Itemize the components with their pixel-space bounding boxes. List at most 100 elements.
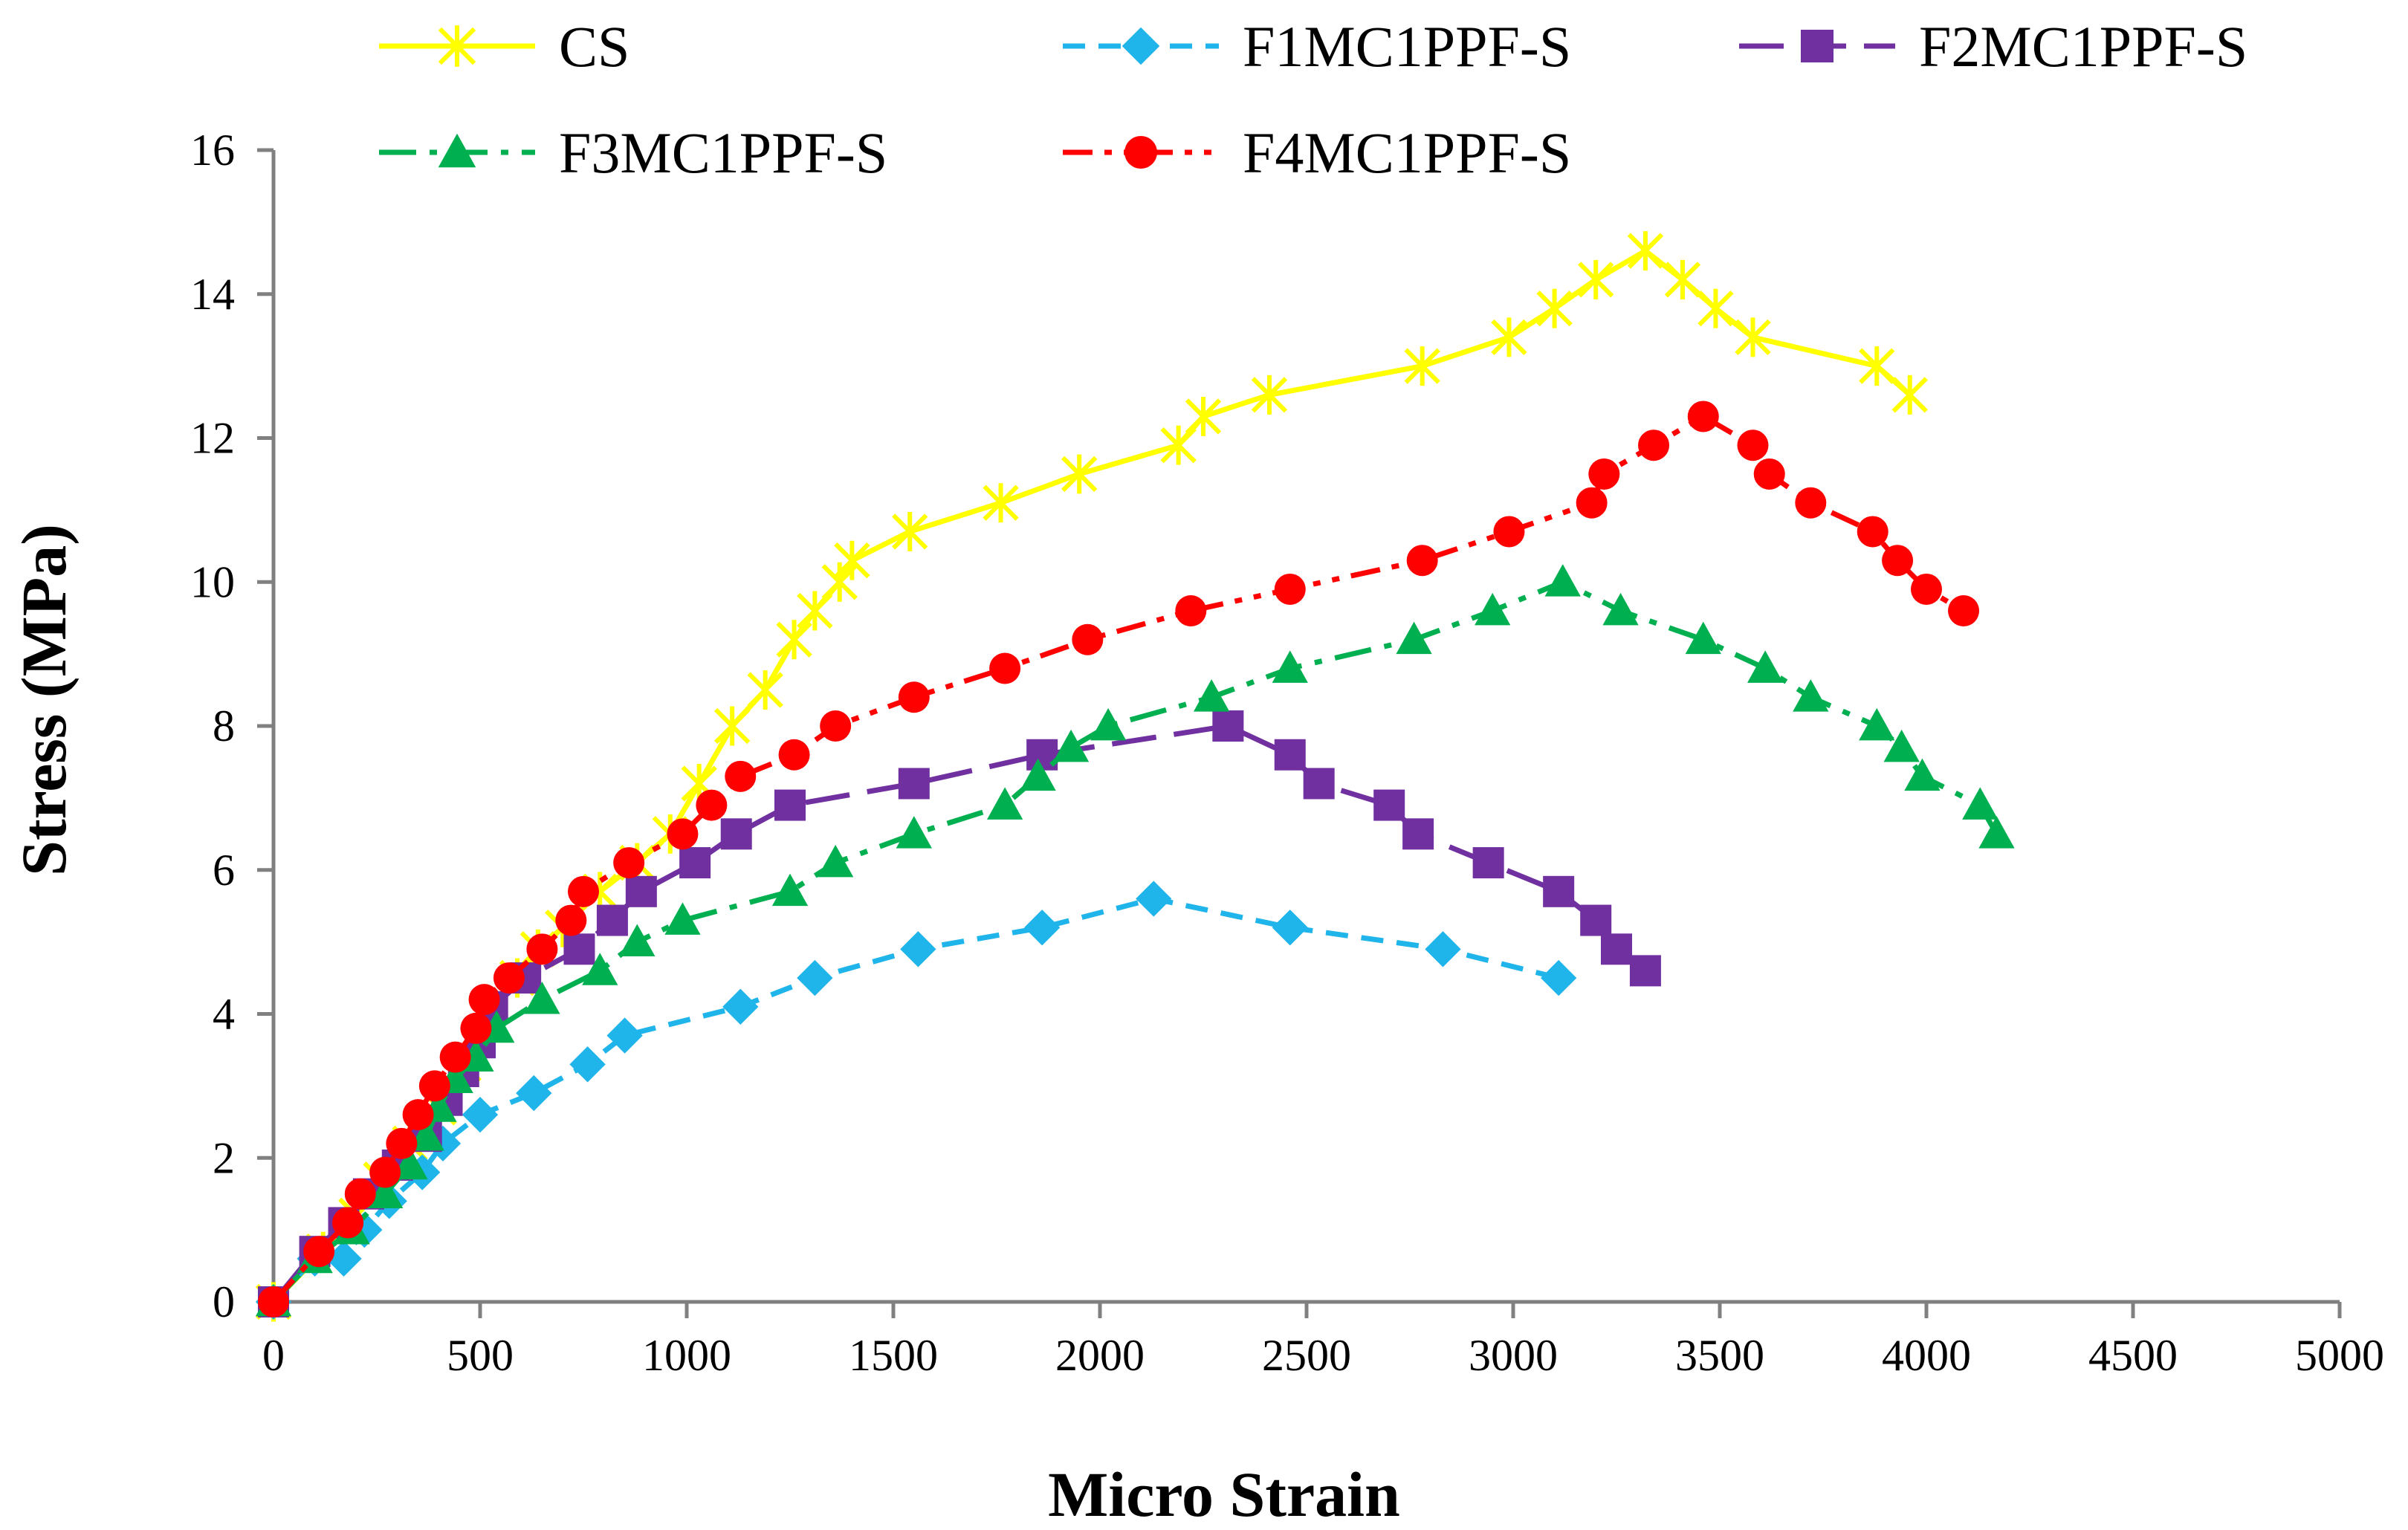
data-point	[898, 768, 930, 800]
y-tick-label: 0	[213, 1277, 235, 1326]
series-f4mc1ppf-s	[258, 401, 1980, 1317]
data-point	[1891, 375, 1928, 415]
x-tick-label: 3000	[1469, 1331, 1558, 1380]
data-point	[1882, 545, 1914, 577]
data-point	[1251, 375, 1288, 415]
x-tick-label: 4500	[2088, 1331, 2178, 1380]
data-point	[892, 511, 928, 551]
data-point	[1735, 317, 1771, 357]
data-point	[1576, 487, 1608, 519]
legend-label: F1MC1PPF-S	[1243, 14, 1571, 79]
data-point	[1175, 595, 1207, 626]
data-point	[771, 873, 809, 907]
data-point	[1396, 621, 1432, 655]
x-tick-label: 2500	[1262, 1331, 1351, 1380]
data-point	[408, 1118, 444, 1151]
data-point	[418, 1070, 450, 1102]
data-point	[1536, 288, 1573, 328]
data-point	[1737, 429, 1769, 461]
data-point	[983, 483, 1019, 523]
data-point	[606, 1017, 643, 1054]
data-point	[679, 847, 711, 879]
data-point	[989, 652, 1021, 684]
data-point	[462, 1096, 499, 1133]
data-point	[1472, 847, 1504, 879]
data-point	[613, 847, 645, 879]
data-point	[1402, 818, 1434, 850]
data-point	[747, 670, 783, 710]
data-point	[619, 924, 656, 956]
data-point	[900, 931, 936, 967]
data-point	[526, 933, 558, 965]
legend-item: F3MC1PPF-S	[379, 120, 887, 185]
data-point	[1747, 650, 1784, 683]
series-f3mc1ppf-s	[255, 564, 2015, 1317]
y-tick-label: 10	[190, 557, 235, 606]
data-point	[303, 1236, 335, 1268]
series-line	[271, 248, 1912, 1304]
data-point	[1274, 573, 1306, 605]
data-point	[524, 981, 560, 1014]
data-point	[896, 816, 932, 849]
data-point	[1911, 573, 1942, 605]
data-point	[258, 1286, 289, 1317]
data-point	[1024, 910, 1061, 946]
data-point	[898, 681, 930, 713]
data-point	[1160, 425, 1197, 465]
y-tick-label: 12	[190, 414, 235, 463]
x-tick-label: 2000	[1055, 1331, 1145, 1380]
x-tick-label: 3500	[1675, 1331, 1764, 1380]
data-point	[1272, 650, 1308, 683]
data-point	[1859, 707, 1895, 741]
data-point	[1602, 592, 1639, 626]
data-point	[1544, 564, 1581, 597]
data-point	[1697, 288, 1734, 328]
data-point	[1193, 679, 1230, 712]
data-point	[1580, 904, 1612, 936]
legend-label: F2MC1PPF-S	[1919, 14, 2247, 79]
data-point	[1303, 768, 1335, 800]
data-point	[1978, 816, 2015, 849]
data-point	[1629, 955, 1661, 987]
data-point	[582, 953, 618, 985]
data-point	[986, 787, 1023, 820]
legend-marker	[1122, 27, 1160, 65]
data-point	[460, 1012, 492, 1044]
data-point	[1406, 545, 1438, 577]
data-point	[468, 984, 500, 1016]
data-point	[696, 789, 728, 821]
data-point	[392, 1147, 428, 1180]
data-point	[1601, 933, 1632, 965]
data-point	[493, 962, 525, 994]
legend: CS F1MC1PPF-S F2MC1PPF-S F3MC1PPF-S F4MC1PPF…	[379, 14, 2247, 185]
data-point	[1948, 595, 1980, 626]
legend-marker	[1124, 136, 1157, 169]
data-point	[818, 844, 854, 878]
data-point	[722, 988, 759, 1025]
x-tick-label: 1000	[642, 1331, 731, 1380]
data-point	[1753, 458, 1785, 490]
data-point	[1052, 729, 1090, 762]
data-point	[797, 591, 833, 631]
data-point	[720, 818, 752, 850]
data-point	[326, 1240, 362, 1277]
data-point	[369, 1156, 401, 1188]
y-tick-label: 8	[213, 701, 235, 751]
data-point	[1578, 259, 1614, 299]
legend-item: F4MC1PPF-S	[1063, 120, 1571, 185]
legend-label: CS	[559, 14, 629, 79]
data-point	[1020, 758, 1056, 791]
data-point	[1274, 739, 1306, 771]
x-tick-label: 500	[447, 1331, 514, 1380]
data-point	[776, 620, 812, 660]
x-tick-label: 0	[262, 1331, 285, 1380]
data-point	[1664, 259, 1701, 299]
data-point	[332, 1207, 364, 1239]
plot-area	[255, 231, 2015, 1322]
data-point	[1627, 231, 1664, 271]
legend-label: F3MC1PPF-S	[559, 120, 887, 185]
data-point	[1491, 317, 1527, 357]
data-point	[568, 875, 599, 907]
y-tick-label: 2	[213, 1133, 235, 1182]
data-point	[1493, 516, 1525, 548]
